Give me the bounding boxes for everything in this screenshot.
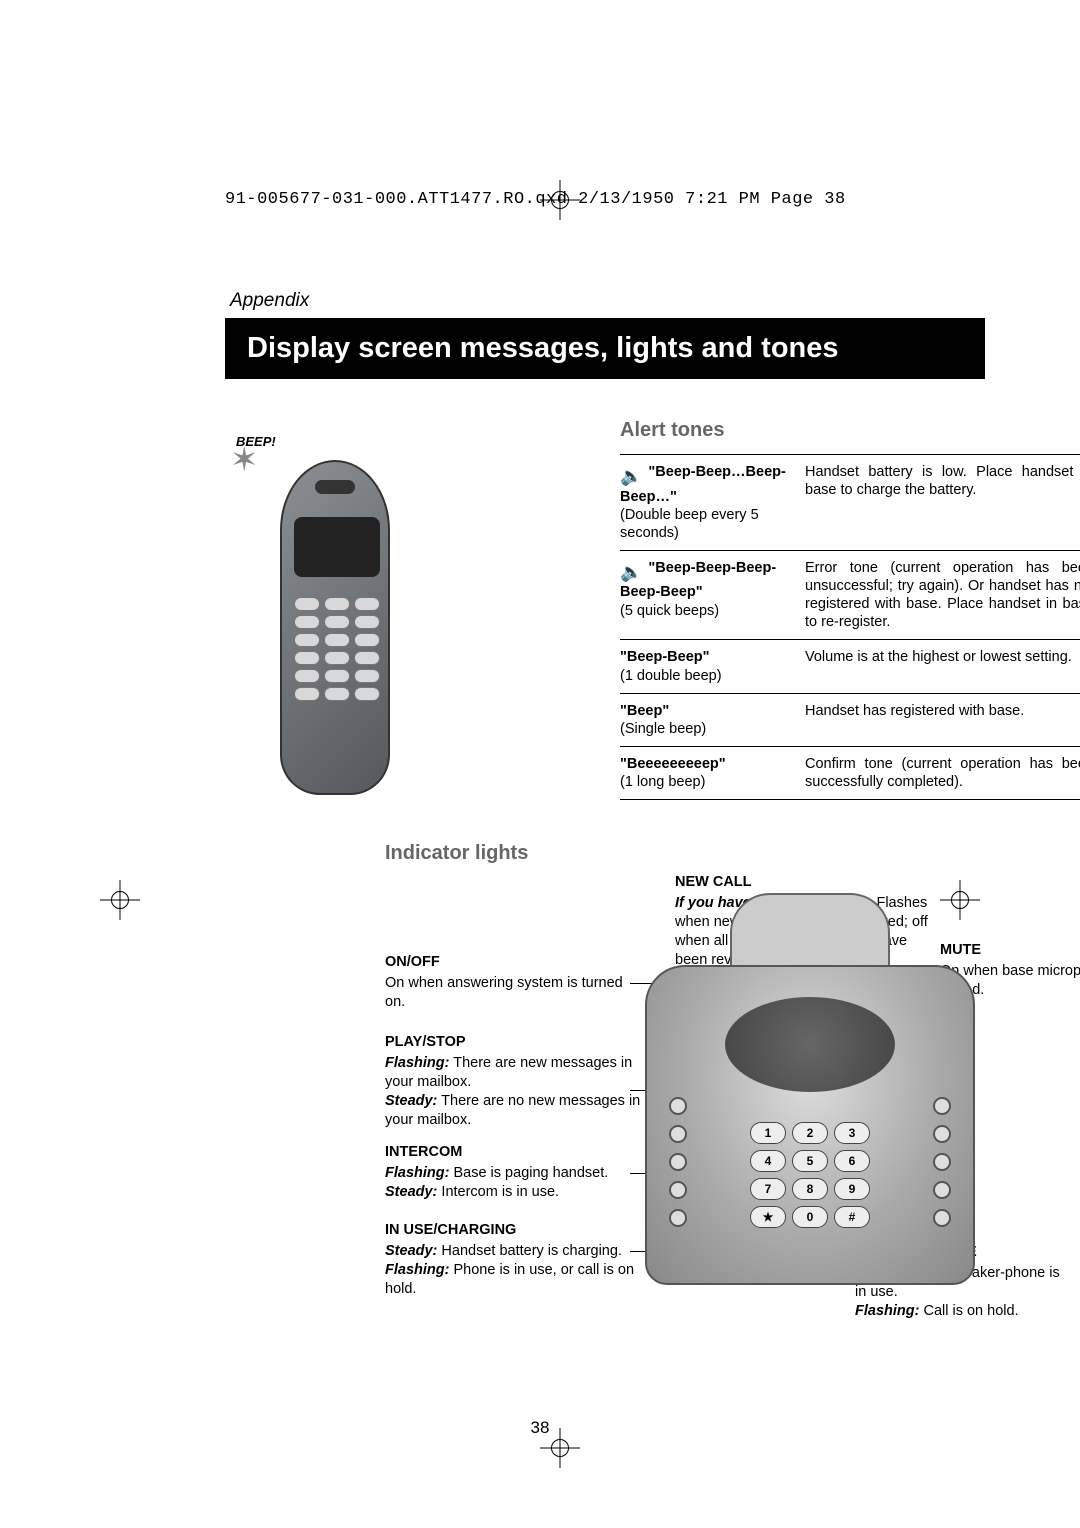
- base-illustration: 1 2 3 4 5 6 7 8 9 ★ 0 #: [645, 925, 975, 1295]
- key-3: 3: [834, 1122, 870, 1144]
- indicator-heading: Indicator lights: [385, 842, 960, 865]
- handset-body: [280, 460, 390, 795]
- key-5: 5: [792, 1150, 828, 1172]
- table-row: "Beep" (Single beep) Handset has register…: [620, 693, 1080, 746]
- callout-steady-label: Steady:: [385, 1184, 437, 1200]
- tone-sub: (Single beep): [620, 721, 706, 737]
- callout-body: On when answering system is turned on.: [385, 975, 623, 1010]
- alert-table: 🔈"Beep-Beep…Beep-Beep…"(Double beep ever…: [620, 454, 1080, 800]
- speaker-icon: 🔈: [620, 465, 642, 488]
- callout-body: Handset battery is charging.: [437, 1243, 622, 1259]
- appendix-label: Appendix: [230, 290, 960, 312]
- key-star: ★: [750, 1206, 786, 1228]
- tone-name: "Beeeeeeeeep": [620, 756, 726, 772]
- base-speaker-grille: [725, 997, 895, 1092]
- tone-meaning: Handset battery is low. Place handset in…: [805, 455, 1080, 551]
- print-header: 91-005677-031-000.ATT1477.RO.qxd 2/13/19…: [225, 190, 846, 209]
- callout-flashing-label: Flashing:: [855, 1303, 919, 1319]
- table-row: 🔈"Beep-Beep…Beep-Beep…"(Double beep ever…: [620, 455, 1080, 551]
- callout-onoff: ON/OFF On when answering system is turne…: [385, 953, 645, 1012]
- callout-flashing-label: Flashing:: [385, 1262, 449, 1278]
- key-pound: #: [834, 1206, 870, 1228]
- key-0: 0: [792, 1206, 828, 1228]
- key-2: 2: [792, 1122, 828, 1144]
- crop-mark: [100, 880, 140, 920]
- indicator-section: Indicator lights NEW CALL If you have Ca…: [385, 842, 960, 1445]
- table-row: 🔈"Beep-Beep-Beep-Beep-Beep" (5 quick beep…: [620, 550, 1080, 640]
- base-body: 1 2 3 4 5 6 7 8 9 ★ 0 #: [645, 965, 975, 1285]
- table-row: "Beeeeeeeeep" (1 long beep) Confirm tone …: [620, 746, 1080, 799]
- alert-tones-section: Alert tones 🔈"Beep-Beep…Beep-Beep…"(Doub…: [620, 419, 960, 800]
- handset-keypad: [294, 597, 380, 701]
- tone-name: "Beep-Beep-Beep-Beep-Beep": [620, 560, 776, 601]
- callout-body: Base is paging handset.: [449, 1165, 608, 1181]
- callout-title: INTERCOM: [385, 1143, 645, 1162]
- callout-steady-label: Steady:: [385, 1243, 437, 1259]
- callout-flashing-label: Flashing:: [385, 1055, 449, 1071]
- callout-inuse: IN USE/CHARGING Steady: Handset battery …: [385, 1221, 645, 1298]
- tone-meaning: Error tone (current operation has been u…: [805, 550, 1080, 640]
- indicator-diagram: NEW CALL If you have Caller ID service: …: [385, 885, 960, 1445]
- tone-name: "Beep-Beep…Beep-Beep…": [620, 464, 786, 505]
- base-cradle: [730, 893, 890, 973]
- base-keypad: 1 2 3 4 5 6 7 8 9 ★ 0 #: [750, 1122, 870, 1228]
- speaker-icon: 🔈: [620, 561, 642, 584]
- handset-earpiece: [315, 480, 355, 494]
- page-number: 38: [531, 1418, 550, 1438]
- key-7: 7: [750, 1178, 786, 1200]
- callout-playstop: PLAY/STOP Flashing: There are new messag…: [385, 1033, 645, 1129]
- callout-title: PLAY/STOP: [385, 1033, 645, 1052]
- tone-name: "Beep-Beep": [620, 649, 710, 665]
- base-right-buttons: [933, 1097, 951, 1227]
- key-4: 4: [750, 1150, 786, 1172]
- callout-flashing-label: Flashing:: [385, 1165, 449, 1181]
- tone-sub: (1 double beep): [620, 668, 722, 684]
- tone-meaning: Confirm tone (current operation has been…: [805, 746, 1080, 799]
- callout-title: IN USE/CHARGING: [385, 1221, 645, 1240]
- base-left-buttons: [669, 1097, 687, 1227]
- tone-sub: (1 long beep): [620, 774, 705, 790]
- callout-title: NEW CALL: [675, 873, 935, 892]
- key-9: 9: [834, 1178, 870, 1200]
- tone-meaning: Handset has registered with base.: [805, 693, 1080, 746]
- key-1: 1: [750, 1122, 786, 1144]
- handset-screen: [294, 517, 380, 577]
- key-8: 8: [792, 1178, 828, 1200]
- alert-heading: Alert tones: [620, 419, 960, 442]
- callout-title: ON/OFF: [385, 953, 645, 972]
- callout-intercom: INTERCOM Flashing: Base is paging handse…: [385, 1143, 645, 1202]
- callout-body: Call is on hold.: [919, 1303, 1018, 1319]
- table-row: "Beep-Beep" (1 double beep) Volume is at …: [620, 640, 1080, 693]
- tone-name: "Beep": [620, 703, 669, 719]
- beep-label: BEEP!: [236, 434, 276, 449]
- tone-meaning: Volume is at the highest or lowest setti…: [805, 640, 1080, 693]
- tone-sub: (5 quick beeps): [620, 603, 719, 619]
- page-title: Display screen messages, lights and tone…: [225, 318, 985, 379]
- callout-steady-label: Steady:: [385, 1093, 437, 1109]
- page: 91-005677-031-000.ATT1477.RO.qxd 2/13/19…: [0, 0, 1080, 1528]
- callout-body: Intercom is in use.: [437, 1184, 559, 1200]
- key-6: 6: [834, 1150, 870, 1172]
- tone-sub: (Double beep every 5 seconds): [620, 507, 759, 541]
- handset-illustration: ✶ BEEP!: [260, 460, 410, 795]
